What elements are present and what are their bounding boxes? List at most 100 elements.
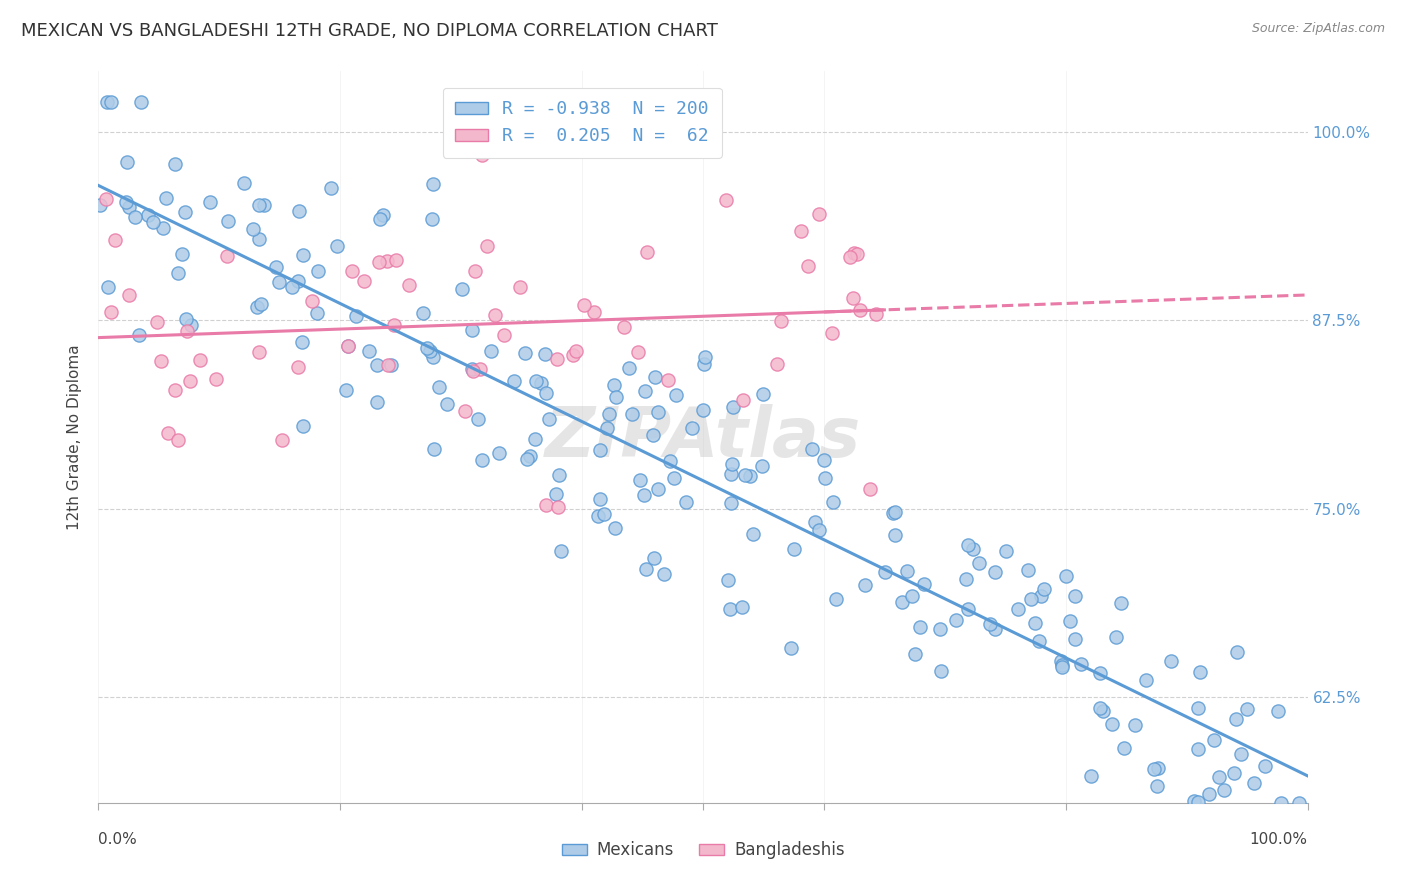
Point <box>292 419 315 434</box>
Point <box>1267 704 1289 718</box>
Point <box>1059 614 1081 628</box>
Point <box>692 402 714 417</box>
Point <box>627 345 650 359</box>
Point <box>1007 601 1029 615</box>
Point <box>1226 645 1249 659</box>
Point <box>873 565 896 579</box>
Point <box>180 318 202 333</box>
Point <box>287 359 309 374</box>
Point <box>471 148 494 162</box>
Point <box>613 320 636 334</box>
Text: MEXICAN VS BANGLADESHI 12TH GRADE, NO DIPLOMA CORRELATION CHART: MEXICAN VS BANGLADESHI 12TH GRADE, NO DI… <box>21 22 718 40</box>
Point <box>1288 796 1310 810</box>
Point <box>419 344 441 359</box>
Text: 100.0%: 100.0% <box>1250 832 1308 847</box>
Point <box>1101 716 1123 731</box>
Point <box>544 487 567 501</box>
Point <box>468 362 491 376</box>
Point <box>595 421 617 435</box>
Point <box>643 551 665 566</box>
Point <box>721 400 744 414</box>
Point <box>842 291 865 305</box>
Point <box>427 380 450 394</box>
Point <box>477 238 499 252</box>
Point <box>89 198 111 212</box>
Point <box>657 372 679 386</box>
Point <box>845 246 868 260</box>
Point <box>636 245 658 260</box>
Point <box>900 589 922 603</box>
Point <box>368 211 391 226</box>
Point <box>1123 718 1146 732</box>
Point <box>561 347 583 361</box>
Point <box>461 364 484 378</box>
Point <box>233 176 256 190</box>
Point <box>1230 747 1253 762</box>
Point <box>733 393 755 408</box>
Point <box>782 541 804 556</box>
Point <box>621 407 644 421</box>
Point <box>97 280 120 294</box>
Point <box>246 300 269 314</box>
Point <box>821 326 844 340</box>
Point <box>530 376 553 390</box>
Point <box>752 387 775 401</box>
Point <box>603 521 626 535</box>
Point <box>908 620 931 634</box>
Point <box>547 500 569 514</box>
Point <box>198 195 221 210</box>
Point <box>652 567 675 582</box>
Point <box>523 432 546 446</box>
Point <box>117 200 139 214</box>
Point <box>589 442 612 457</box>
Point <box>628 474 651 488</box>
Point <box>1050 657 1073 672</box>
Point <box>115 195 138 210</box>
Point <box>1054 568 1077 582</box>
Point <box>1091 704 1114 718</box>
Point <box>967 556 990 570</box>
Point <box>509 279 531 293</box>
Point <box>281 280 304 294</box>
Point <box>807 524 830 538</box>
Point <box>436 397 458 411</box>
Point <box>1088 701 1111 715</box>
Point <box>955 572 977 586</box>
Point <box>534 347 557 361</box>
Point <box>515 346 537 360</box>
Point <box>412 306 434 320</box>
Point <box>124 211 146 225</box>
Point <box>813 471 835 485</box>
Point <box>167 266 190 280</box>
Point <box>1187 795 1209 809</box>
Point <box>582 305 605 319</box>
Point <box>983 565 1005 579</box>
Text: Source: ZipAtlas.com: Source: ZipAtlas.com <box>1251 22 1385 36</box>
Point <box>790 224 813 238</box>
Point <box>291 248 314 262</box>
Point <box>461 322 484 336</box>
Point <box>598 408 620 422</box>
Point <box>287 274 309 288</box>
Point <box>305 306 328 320</box>
Point <box>217 249 239 263</box>
Point <box>665 388 688 402</box>
Point <box>1188 665 1211 680</box>
Point <box>823 495 845 509</box>
Point <box>882 506 904 520</box>
Point <box>1146 779 1168 793</box>
Point <box>516 451 538 466</box>
Point <box>884 528 907 542</box>
Point <box>104 233 127 247</box>
Point <box>603 378 626 392</box>
Point <box>855 578 877 592</box>
Point <box>128 328 150 343</box>
Point <box>179 375 201 389</box>
Point <box>519 449 541 463</box>
Point <box>242 222 264 236</box>
Point <box>808 207 831 221</box>
Point <box>574 298 596 312</box>
Point <box>385 253 408 268</box>
Point <box>366 394 388 409</box>
Point <box>484 308 506 322</box>
